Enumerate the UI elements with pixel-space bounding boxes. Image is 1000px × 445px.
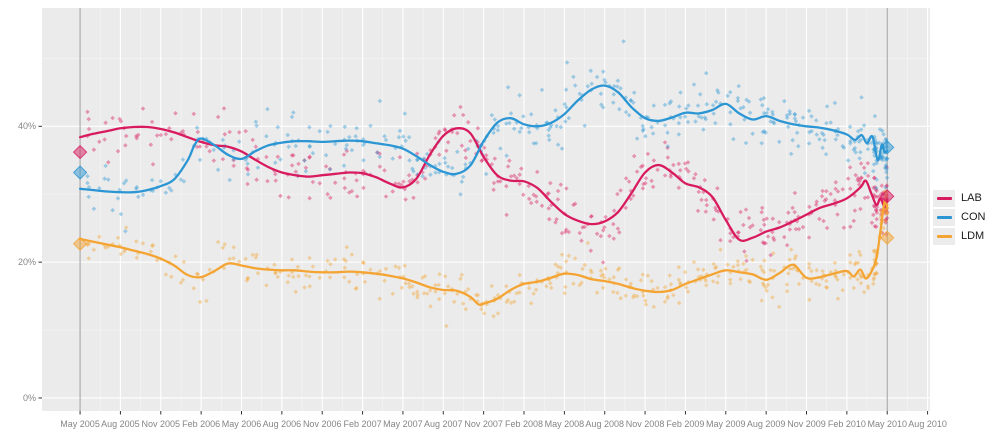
x-tick-label: Feb 2009 — [666, 419, 705, 429]
legend: LAB CON LDM — [933, 189, 985, 246]
x-tick-label: Feb 2010 — [827, 419, 866, 429]
trend-line-lab — [78, 125, 889, 242]
x-tick-label: Aug 2006 — [262, 419, 302, 429]
grid-minor — [42, 8, 930, 411]
x-tick-label: Nov 2006 — [302, 419, 342, 429]
election-result-marker-ldm — [72, 236, 88, 252]
x-tick-label: Aug 2007 — [424, 419, 463, 429]
x-tick-label: May 2006 — [221, 419, 262, 429]
election-result-marker-con — [72, 165, 88, 180]
legend-key-lab — [933, 190, 955, 207]
legend-item-lab: LAB — [933, 189, 985, 208]
plot-panel — [42, 8, 930, 411]
x-tick-label: Nov 2005 — [141, 419, 181, 429]
trend-line-con — [78, 84, 889, 194]
axis-ticks — [38, 125, 929, 415]
x-tick-label: Feb 2008 — [504, 419, 544, 429]
y-tick-label: 40% — [17, 121, 36, 132]
x-tick-label: Aug 2008 — [585, 419, 624, 429]
legend-item-ldm: LDM — [933, 227, 985, 246]
trend-line-ldm — [78, 200, 889, 306]
x-tick-label: Feb 2007 — [343, 419, 382, 429]
legend-key-ldm — [933, 228, 955, 245]
x-tick-label: Feb 2006 — [182, 419, 221, 429]
lab-line-swatch — [936, 197, 952, 200]
x-tick-label: Nov 2007 — [464, 419, 503, 429]
election-result-marker-con — [879, 140, 895, 155]
legend-item-con: CON — [933, 208, 985, 227]
election-result-marker-ldm — [879, 230, 895, 245]
x-tick-label: Aug 2005 — [101, 419, 140, 429]
grid-major — [42, 8, 930, 411]
legend-key-con — [933, 209, 955, 226]
y-tick-label: 0% — [22, 392, 36, 403]
x-tick-label: May 2005 — [60, 419, 100, 429]
ldm-line-swatch — [936, 235, 952, 238]
x-tick-label: Nov 2008 — [625, 419, 665, 429]
legend-label-ldm: LDM — [961, 230, 985, 242]
legend-label-lab: LAB — [961, 192, 982, 204]
x-tick-label: May 2007 — [383, 419, 423, 429]
x-tick-label: May 2009 — [706, 419, 746, 429]
legend-label-con: CON — [961, 211, 986, 223]
election-result-marker-lab — [72, 144, 88, 160]
x-tick-label: May 2010 — [867, 419, 907, 429]
con-line-swatch — [936, 216, 952, 219]
x-tick-label: May 2008 — [544, 419, 585, 429]
y-tick-label: 20% — [17, 257, 36, 268]
x-tick-label: Aug 2010 — [908, 419, 947, 429]
x-tick-label: Aug 2009 — [746, 419, 786, 429]
election-result-marker-lab — [879, 189, 895, 204]
x-tick-label: Nov 2009 — [787, 419, 826, 429]
